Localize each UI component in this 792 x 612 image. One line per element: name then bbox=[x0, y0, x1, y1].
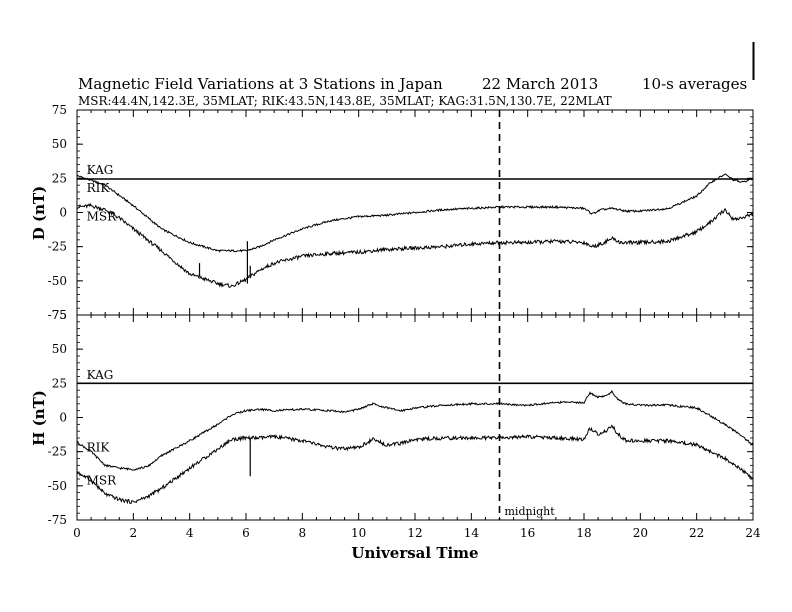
x-tick-label: 24 bbox=[745, 526, 761, 540]
x-tick-label: 22 bbox=[689, 526, 704, 540]
station-label-rik: RIK bbox=[87, 441, 111, 455]
station-label-msr: MSR bbox=[87, 473, 118, 487]
x-tick-label: 6 bbox=[242, 526, 250, 540]
x-tick-label: 20 bbox=[633, 526, 648, 540]
series-rik-line bbox=[76, 390, 754, 471]
series-rik-line bbox=[76, 173, 754, 253]
y-tick-label: 25 bbox=[52, 171, 67, 185]
y-tick-label: 50 bbox=[52, 137, 67, 151]
x-tick-label: 14 bbox=[464, 526, 480, 540]
y-tick-label: 25 bbox=[52, 376, 67, 390]
y-tick-label: 50 bbox=[52, 342, 67, 356]
chart-averaging: 10-s averages bbox=[642, 75, 747, 93]
x-tick-label: 4 bbox=[186, 526, 194, 540]
station-label-kag: KAG bbox=[87, 163, 114, 177]
y-tick-label: -25 bbox=[48, 445, 67, 459]
x-tick-label: 0 bbox=[73, 526, 81, 540]
y-tick-label: -75 bbox=[48, 308, 67, 322]
x-tick-label: 16 bbox=[520, 526, 535, 540]
x-tick-label: 2 bbox=[130, 526, 138, 540]
midnight-label: midnight bbox=[505, 505, 556, 518]
y-tick-label: 0 bbox=[59, 206, 67, 220]
x-tick-label: 10 bbox=[351, 526, 366, 540]
chart-title: Magnetic Field Variations at 3 Stations … bbox=[78, 75, 443, 93]
station-label-rik: RIK bbox=[87, 181, 111, 195]
midnight-marker: midnight bbox=[498, 110, 556, 520]
chart-date: 22 March 2013 bbox=[482, 75, 598, 93]
x-tick-label: 12 bbox=[407, 526, 422, 540]
x-tick-label: 18 bbox=[576, 526, 591, 540]
y-tick-label: -50 bbox=[48, 479, 67, 493]
y-tick-label: -75 bbox=[48, 513, 67, 527]
y-tick-label: -50 bbox=[48, 274, 67, 288]
station-label-kag: KAG bbox=[87, 368, 114, 382]
y-tick-label: 0 bbox=[59, 411, 67, 425]
y-tick-label: -25 bbox=[48, 240, 67, 254]
station-label-msr: MSR bbox=[87, 210, 118, 224]
y-tick-label: 75 bbox=[52, 308, 67, 322]
series-msr-line bbox=[76, 424, 754, 505]
y-tick-label: 75 bbox=[52, 103, 67, 117]
x-axis-label: Universal Time bbox=[351, 544, 478, 562]
x-tick-label: 8 bbox=[299, 526, 307, 540]
h-axis-label: H (nT) bbox=[30, 390, 48, 446]
station-coordinates: MSR:44.4N,142.3E, 35MLAT; RIK:43.5N,143.… bbox=[78, 94, 612, 108]
series-msr-line bbox=[76, 203, 754, 288]
d-axis-label: D (nT) bbox=[30, 186, 48, 241]
